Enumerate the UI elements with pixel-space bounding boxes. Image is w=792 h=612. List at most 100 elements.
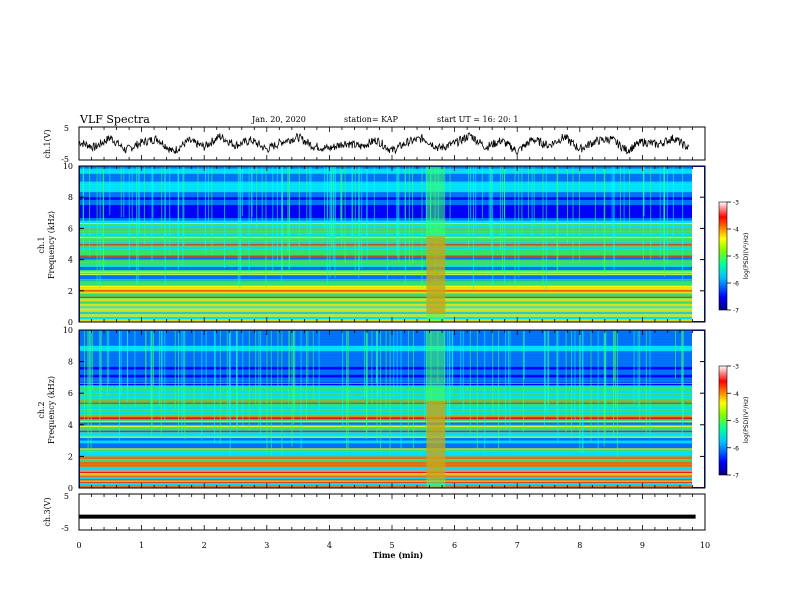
spectrogram-band (80, 262, 692, 266)
spectrogram-streak (675, 331, 676, 379)
colorbar-tick-label: -4 (733, 391, 739, 398)
spectrogram-streak (309, 167, 311, 262)
spectrogram-streak (579, 331, 581, 438)
spectrogram-streak (330, 167, 332, 239)
spectrogram-streak (287, 167, 289, 252)
spectrogram-streak (87, 331, 89, 388)
spectrogram-streak (473, 167, 474, 290)
spectrogram-streak (87, 331, 89, 455)
spectrogram-streak (397, 167, 399, 259)
xtick-label: 8 (577, 541, 582, 550)
colorbar-tick-label: -7 (733, 473, 739, 480)
spectrogram-streak (159, 331, 160, 406)
xtick-label: 6 (452, 541, 457, 550)
spectrogram-line (80, 279, 692, 280)
spectrogram-streak (557, 331, 559, 443)
spectrogram-streak (258, 331, 260, 427)
spectrogram-streak (385, 331, 387, 410)
spectrogram-streak (476, 331, 478, 449)
spectrogram-streak (603, 331, 605, 447)
ch1-colorbar (718, 201, 728, 311)
spectrogram-line (80, 223, 692, 225)
spectrogram-streak (260, 331, 262, 439)
spectrogram-streak (256, 167, 258, 230)
ytick-label: 0 (68, 318, 73, 327)
spectrogram-no-data (692, 167, 704, 321)
ytick-label: 10 (63, 326, 73, 335)
spectrogram-streak (613, 331, 615, 382)
spectrogram-streak (475, 167, 477, 227)
spectrogram-line (80, 296, 692, 298)
spectrogram-streak (270, 331, 272, 457)
spectrogram-streak (109, 167, 111, 216)
spectrogram-band (80, 464, 692, 468)
spectrogram-streak (307, 331, 309, 385)
spectrogram-streak (131, 167, 133, 224)
spectrogram-band (80, 480, 692, 484)
spectrogram-line (80, 431, 692, 432)
spectrogram-streak (207, 167, 209, 222)
spectrogram-band (80, 189, 692, 193)
spectrogram-streak (153, 331, 154, 386)
spectrogram-streak (619, 167, 621, 231)
spectrogram-burst-core (426, 236, 446, 315)
spectrogram-line (80, 237, 692, 239)
spectrogram-streak (594, 167, 596, 241)
spectrogram-streak (400, 331, 402, 450)
spectrogram-streak (248, 331, 250, 431)
colorbar-tick-label: -3 (733, 364, 739, 371)
spectrogram-streak (567, 167, 568, 245)
spectrogram-streak (242, 331, 244, 426)
spectrogram-line (80, 475, 692, 477)
ytick-label: 8 (68, 193, 73, 202)
spectrogram-streak (396, 331, 398, 394)
spectrogram-streak (164, 167, 166, 285)
spectrogram-streak (332, 167, 334, 249)
spectrogram-streak (127, 331, 129, 389)
spectrogram-streak (557, 167, 559, 272)
spectrogram-line (80, 472, 692, 473)
spectrogram-streak (240, 167, 242, 271)
spectrogram-streak (201, 331, 203, 440)
spectrogram-streak (492, 167, 494, 287)
spectrogram-streak (92, 331, 94, 390)
spectrogram-band (80, 303, 692, 307)
spectrogram-band (80, 249, 692, 253)
spectrogram-streak (236, 331, 238, 429)
spectrogram-streak (151, 167, 153, 263)
spectrogram-band (80, 264, 692, 268)
spectrogram-streak (137, 167, 139, 283)
spectrogram-line (80, 228, 692, 230)
spectrogram-streak (106, 331, 108, 396)
spectrogram-streak (590, 331, 592, 442)
spectrogram-band (80, 461, 692, 465)
spectrogram-streak (128, 167, 130, 269)
xtick-label: 0 (76, 541, 81, 550)
spectrogram-line (80, 242, 692, 244)
spectrogram-streak (501, 167, 503, 274)
spectrogram-streak (161, 331, 163, 392)
spectrogram-streak (228, 331, 230, 406)
spectrogram-band (80, 485, 692, 489)
ch2-spectrogram-heatmap (79, 330, 705, 489)
spectrogram-band (80, 171, 692, 175)
spectrogram-band (80, 194, 692, 198)
spectrogram-line (80, 479, 692, 481)
spectrogram-streak (613, 167, 615, 271)
spectrogram-streak (83, 167, 84, 253)
spectrogram-band (80, 257, 692, 260)
spectrogram-streak (649, 331, 651, 439)
spectrogram-streak (469, 331, 471, 434)
spectrogram-streak (522, 331, 524, 433)
spectrogram-band (80, 186, 692, 190)
spectrogram-streak (425, 167, 427, 230)
spectrogram-streak (645, 331, 647, 435)
spectrogram-streak (334, 167, 336, 278)
spectrogram-streak (682, 167, 684, 281)
ch1-spectrogram-yticks: 0 2 4 6 8 10 (63, 162, 705, 327)
spectrogram-streak (134, 331, 136, 407)
spectrogram-streak (108, 331, 110, 385)
